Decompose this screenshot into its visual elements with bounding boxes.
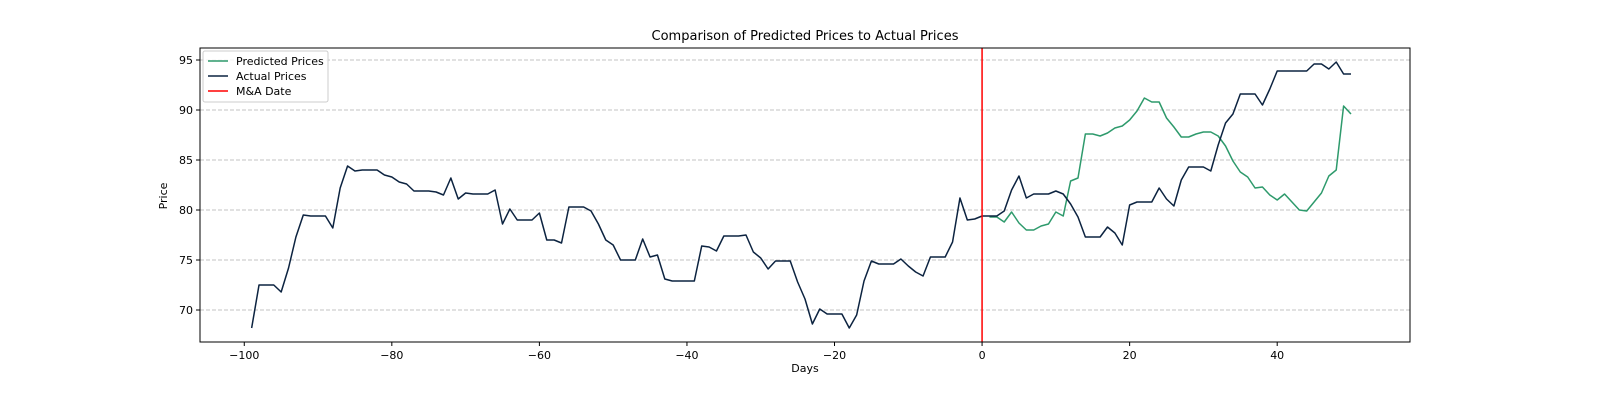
legend: Predicted Prices Actual Prices M&A Date: [202, 50, 329, 103]
x-tick-label: 0: [979, 349, 986, 362]
y-tick-label: 80: [179, 204, 193, 217]
series-lines: [250, 61, 1352, 329]
x-tick-label: −20: [823, 349, 846, 362]
x-axis-label: Days: [791, 362, 819, 375]
plot-area-frame: [199, 47, 1411, 343]
legend-label-predicted: Predicted Prices: [236, 55, 324, 68]
legend-box: [202, 50, 329, 103]
x-tick-label: −60: [528, 349, 551, 362]
legend-label-ma-date: M&A Date: [236, 85, 292, 98]
y-tick-label: 70: [179, 304, 193, 317]
x-tick-label: 40: [1270, 349, 1284, 362]
y-tick-label: 95: [179, 54, 193, 67]
y-tick-label: 90: [179, 104, 193, 117]
x-tick-label: −80: [380, 349, 403, 362]
x-tick-label: −40: [675, 349, 698, 362]
legend-label-actual: Actual Prices: [236, 70, 307, 83]
x-tick-label: 20: [1123, 349, 1137, 362]
chart-title: Comparison of Predicted Prices to Actual…: [652, 29, 959, 44]
y-tick-label: 85: [179, 154, 193, 167]
y-axis-label: Price: [157, 182, 170, 209]
y-tick-label: 75: [179, 254, 193, 267]
x-axis-ticks: −100 −80 −60 −40 −20 0 20 40: [229, 342, 1284, 362]
y-axis-ticks: 70 75 80 85 90 95: [179, 54, 200, 317]
grid-lines: [200, 59, 1410, 311]
actual-prices-line: [250, 61, 1351, 329]
predicted-prices-line: [989, 97, 1352, 231]
x-tick-label: −100: [229, 349, 259, 362]
